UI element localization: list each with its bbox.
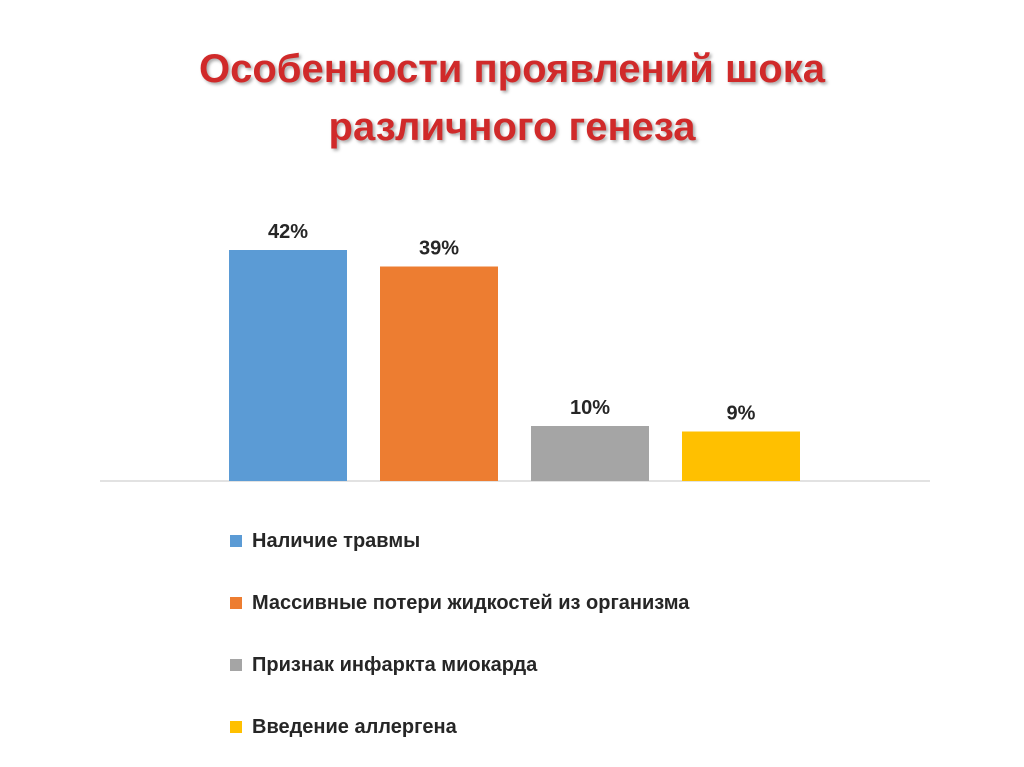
slide-title-line-2: различного генеза — [328, 105, 696, 149]
data-label-1: 42% — [268, 221, 308, 243]
legend-item-3: Признак инфаркта миокарда — [230, 634, 930, 696]
legend-swatch-2 — [230, 597, 242, 609]
bar-1 — [229, 250, 347, 481]
legend-item-1: Наличие травмы — [230, 510, 930, 572]
legend-swatch-4 — [230, 721, 242, 733]
data-label-4: 9% — [727, 403, 756, 425]
bar-3 — [531, 426, 649, 481]
legend-item-4: Введение аллергена — [230, 696, 930, 758]
chart-legend: Наличие травмы Массивные потери жидкостей… — [230, 510, 930, 758]
bars-group: 42% 39% 10% 9% — [229, 221, 800, 481]
data-label-2: 39% — [419, 238, 459, 260]
slide-title: Особенности проявлений шока различного г… — [0, 40, 1024, 156]
legend-label-2: Массивные потери жидкостей из организма — [252, 591, 690, 614]
legend-label-4: Введение аллергена — [252, 715, 457, 738]
bar-2 — [380, 266, 498, 481]
slide-title-line-1: Особенности проявлений шока — [198, 47, 826, 91]
legend-label-3: Признак инфаркта миокарда — [252, 653, 538, 676]
legend-label-1: Наличие травмы — [252, 529, 421, 552]
bar-4 — [682, 431, 800, 481]
legend-item-2: Массивные потери жидкостей из организма — [230, 572, 930, 634]
legend-swatch-3 — [230, 659, 242, 671]
data-label-3: 10% — [570, 397, 610, 419]
legend-swatch-1 — [230, 535, 242, 547]
